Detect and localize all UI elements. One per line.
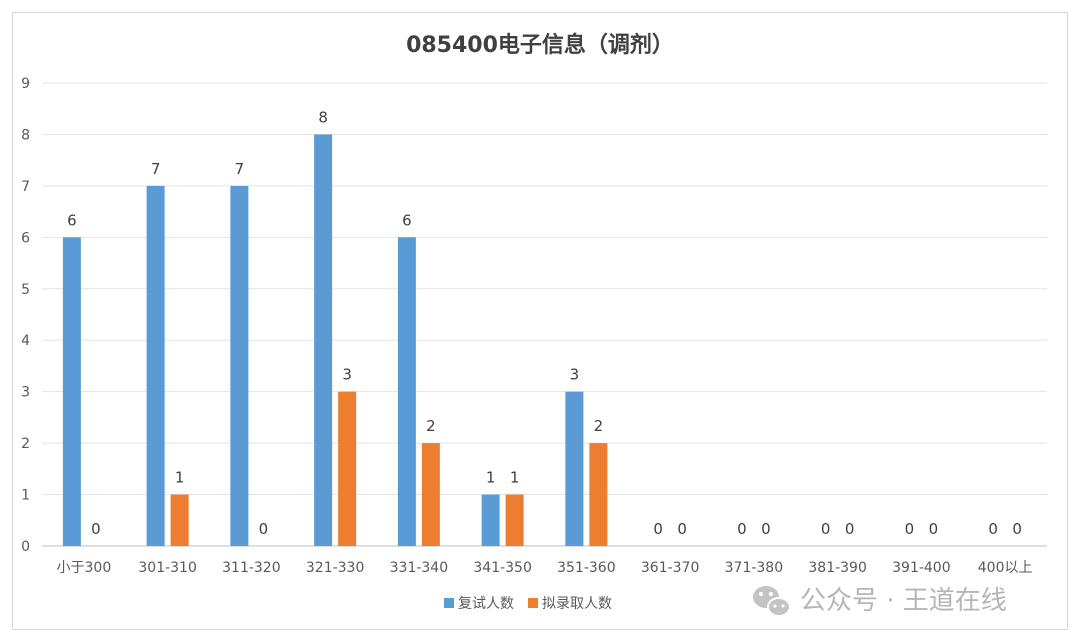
bar-admitted: [170, 494, 189, 546]
x-axis-ticks: 小于300 301-310 311-320 321-330 331-340 341-350…: [57, 560, 1033, 576]
wechat-icon: [753, 586, 791, 617]
bar-retest: [481, 494, 500, 546]
data-label: 7: [235, 160, 245, 178]
data-label: 0: [737, 520, 747, 538]
x-tick-label: 311-320: [222, 560, 281, 576]
bar-retest: [62, 237, 81, 547]
data-label: 0: [905, 520, 915, 538]
x-tick-label: 331-340: [390, 560, 449, 576]
data-label: 3: [342, 366, 352, 384]
data-label: 1: [510, 469, 520, 487]
y-tick-label: 2: [21, 436, 30, 452]
data-label: 6: [402, 211, 412, 229]
data-label: 0: [677, 520, 687, 538]
bar-retest: [565, 391, 584, 546]
data-label: 0: [1012, 520, 1022, 538]
y-tick-label: 6: [21, 230, 30, 246]
legend-swatch: [528, 598, 538, 608]
bar-retest: [146, 185, 165, 546]
x-tick-label: 400以上: [978, 560, 1033, 576]
watermark-text: 公众号 · 王道在线: [800, 586, 1007, 616]
data-label: 0: [259, 520, 269, 538]
x-tick-label: 321-330: [306, 560, 365, 576]
y-tick-label: 1: [21, 488, 30, 504]
y-tick-label: 5: [21, 282, 30, 298]
y-tick-label: 7: [21, 179, 30, 195]
data-label: 0: [91, 520, 101, 538]
bar-admitted: [505, 494, 524, 546]
x-tick-label: 341-350: [473, 560, 532, 576]
data-label: 8: [318, 108, 328, 126]
data-label: 3: [570, 366, 580, 384]
chart-title: 085400电子信息（调剂）: [406, 32, 674, 58]
watermark: 公众号 · 王道在线: [753, 586, 1007, 617]
data-label: 0: [929, 520, 939, 538]
bar-admitted: [589, 443, 608, 546]
data-label: 1: [175, 469, 185, 487]
data-label: 0: [988, 520, 998, 538]
data-label: 6: [67, 211, 77, 229]
bars: [62, 134, 608, 547]
bar-admitted: [338, 391, 357, 546]
legend-label: 复试人数: [458, 595, 514, 612]
gridlines: [42, 82, 1047, 547]
y-tick-label: 4: [21, 333, 30, 349]
x-tick-label: 371-380: [725, 560, 784, 576]
y-tick-label: 8: [21, 127, 30, 143]
data-label: 2: [594, 417, 604, 435]
x-tick-label: 小于300: [57, 560, 112, 576]
legend-label: 拟录取人数: [542, 596, 612, 612]
data-label: 0: [761, 520, 771, 538]
data-label: 0: [653, 520, 663, 538]
y-tick-label: 0: [21, 539, 30, 555]
x-tick-label: 351-360: [557, 560, 616, 576]
data-label: 1: [486, 469, 496, 487]
x-tick-label: 301-310: [138, 560, 197, 576]
bar-admitted: [421, 443, 440, 546]
y-tick-label: 9: [21, 76, 30, 92]
y-axis-ticks: 0 1 2 3 4 5 6 7 8 9: [21, 76, 30, 555]
x-tick-label: 361-370: [641, 560, 700, 576]
bar-retest: [397, 237, 416, 547]
x-tick-label: 381-390: [808, 560, 867, 576]
legend: 复试人数 拟录取人数: [444, 595, 612, 612]
data-label: 0: [845, 520, 855, 538]
bar-retest: [230, 185, 249, 546]
data-label: 2: [426, 417, 436, 435]
data-label: 7: [151, 160, 161, 178]
bar-retest: [314, 134, 333, 546]
data-label: 0: [821, 520, 831, 538]
x-tick-label: 391-400: [892, 560, 951, 576]
legend-swatch: [444, 598, 454, 608]
y-tick-label: 3: [21, 385, 30, 401]
